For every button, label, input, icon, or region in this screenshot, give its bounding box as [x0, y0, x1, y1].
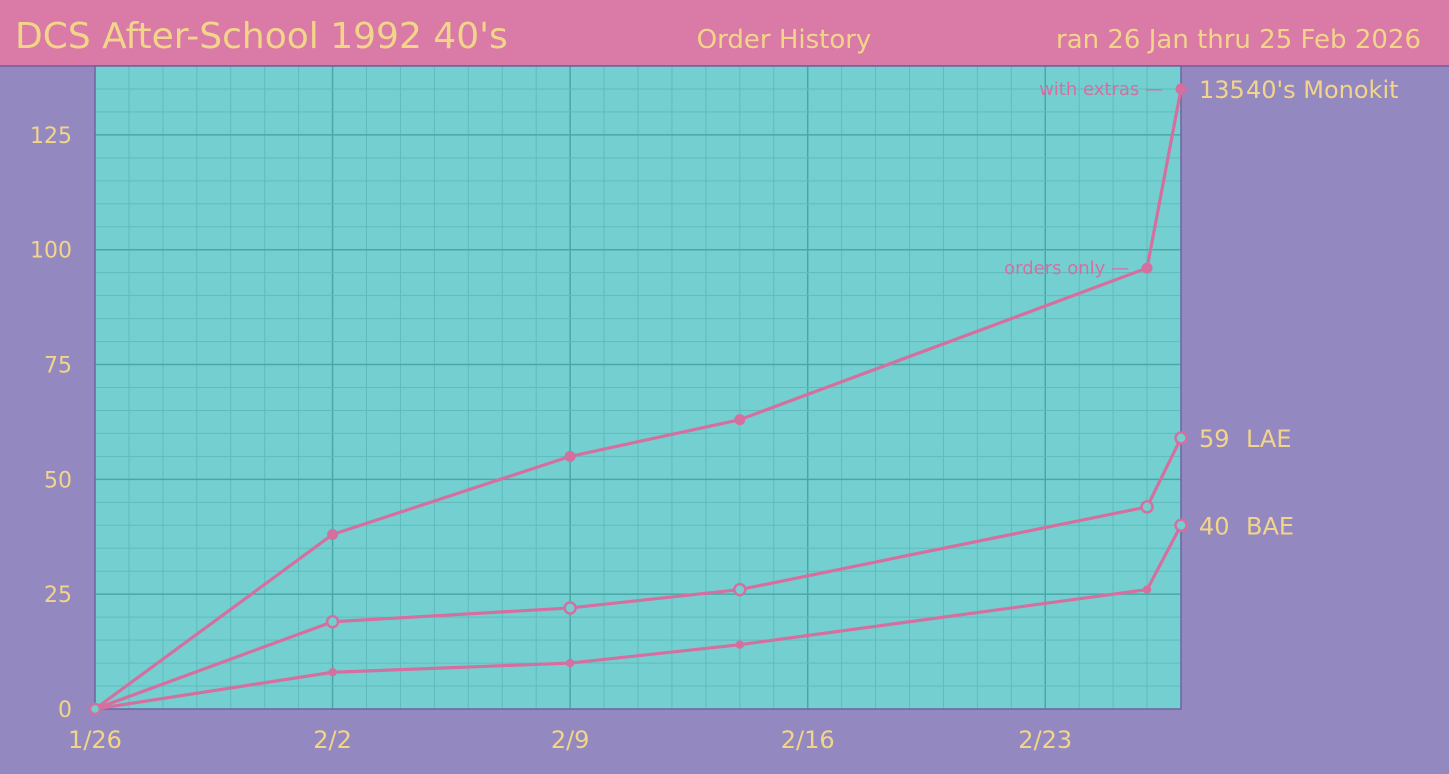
data-point	[328, 668, 337, 677]
data-point	[563, 601, 577, 615]
data-point	[1174, 431, 1188, 445]
series-end-value: 59	[1199, 425, 1230, 453]
data-point	[565, 658, 575, 668]
annotation-label: with extras —	[1039, 79, 1163, 100]
plot-border	[94, 65, 1182, 710]
data-point	[564, 450, 576, 462]
y-tick-label: 125	[30, 124, 72, 149]
x-tick-label: 2/16	[781, 726, 835, 754]
data-point	[734, 414, 746, 426]
y-tick-label: 0	[58, 698, 72, 723]
y-tick-label: 50	[44, 468, 72, 493]
data-point	[735, 640, 745, 649]
data-point	[1142, 585, 1152, 594]
data-point	[1174, 518, 1188, 533]
x-tick-label: 1/26	[68, 726, 122, 754]
series-line	[94, 437, 1183, 711]
series-end-name: BAE	[1246, 512, 1294, 540]
y-tick-label: 25	[44, 583, 72, 608]
header-bar	[0, 0, 1449, 66]
series-end-value: 135	[1199, 76, 1245, 104]
data-point	[733, 582, 747, 597]
data-point	[1141, 262, 1153, 274]
data-point	[327, 528, 339, 540]
x-tick-label: 2/2	[313, 726, 352, 754]
data-point	[325, 614, 340, 629]
x-tick-label: 2/23	[1018, 726, 1072, 754]
run-dates: ran 26 Jan thru 25 Feb 2026	[1056, 25, 1421, 55]
series-end-value: 40	[1199, 512, 1230, 540]
y-tick-label: 100	[30, 239, 72, 264]
chart-subtitle: Order History	[697, 25, 872, 55]
plot-area: 0 25 50 75 100 125 1/26 2/2 2/9 2/16 2/23 135 40's M…	[30, 65, 1399, 754]
data-point	[1175, 83, 1187, 95]
data-point	[88, 702, 102, 716]
series-line	[94, 88, 1183, 711]
annotation-label: orders only —	[1004, 258, 1129, 279]
series-end-name: LAE	[1246, 425, 1292, 453]
x-tick-label: 2/9	[551, 726, 590, 754]
series-line	[94, 524, 1183, 711]
y-tick-label: 75	[44, 354, 72, 379]
chart-title: DCS After-School 1992 40's	[15, 16, 508, 57]
series-end-name: 40's Monokit	[1246, 76, 1399, 104]
data-point	[1140, 500, 1154, 514]
